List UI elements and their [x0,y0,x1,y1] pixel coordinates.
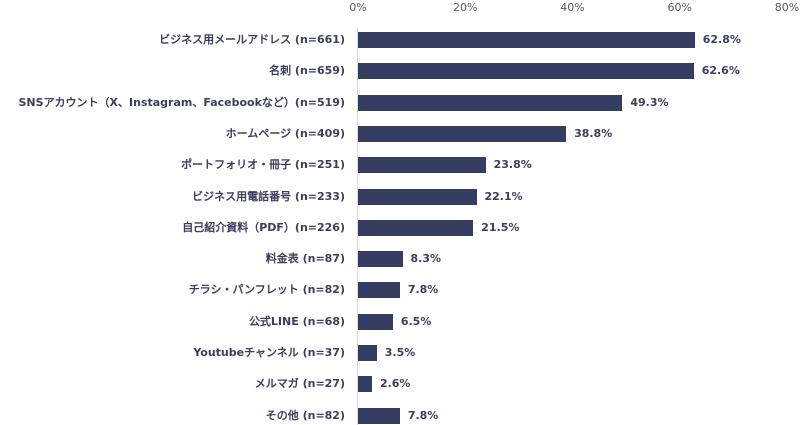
category-label: SNSアカウント（X、Instagram、Facebookなど）(n=519) [18,95,345,109]
bar [358,63,694,80]
value-label: 49.3% [630,95,669,109]
category-label: 名刺 (n=659) [269,64,345,78]
x-tick-label: 80% [774,1,800,14]
bar-row: Youtubeチャンネル (n=37) 3.5% [0,345,800,361]
value-label: 6.5% [400,314,432,328]
bar-row: メルマガ (n=27) 2.6% [0,376,800,393]
value-label: 23.8% [493,158,532,172]
category-label: ホームページ (n=409) [225,126,345,140]
bar-row: ポートフォリオ・冊子 (n=251) 23.8% [0,157,800,174]
x-tick-label: 0% [349,1,367,14]
bar [358,251,403,268]
category-label: その他 (n=82) [265,408,345,422]
y-axis-line [357,28,358,425]
category-label: 料金表 (n=87) [265,252,345,266]
value-label: 38.8% [574,126,613,140]
bar [358,188,477,205]
bar-row: ビジネス用電話番号 (n=233) 22.1% [0,188,800,205]
bar [358,407,400,424]
bar-row: 料金表 (n=87) 8.3% [0,251,800,268]
bar-row: その他 (n=82) 7.8% [0,407,800,424]
bar [358,125,567,142]
bar-row: 自己紹介資料（PDF）(n=226) 21.5% [0,219,800,236]
bar [358,282,400,299]
category-label: ビジネス用メールアドレス (n=661) [159,33,345,46]
x-tick-label: 60% [667,1,692,14]
value-label: 2.6% [379,377,411,391]
bar-row: ビジネス用メールアドレス (n=661) 62.8% [0,32,800,48]
category-label: 公式LINE (n=68) [248,314,345,328]
value-label: 62.6% [701,64,740,78]
category-label: 自己紹介資料（PDF）(n=226) [182,220,345,234]
value-label: 8.3% [410,252,442,266]
category-label: メルマガ (n=27) [254,377,345,391]
bar [358,32,695,48]
value-label: 62.8% [702,33,741,46]
category-label: チラシ・パンフレット (n=82) [188,283,345,297]
bar [358,219,474,236]
bar [358,345,377,361]
bar [358,94,623,111]
bar [358,313,393,330]
bar-row: 名刺 (n=659) 62.6% [0,63,800,80]
x-tick-label: 40% [560,1,585,14]
category-label: ポートフォリオ・冊子 (n=251) [181,158,345,172]
value-label: 22.1% [484,189,523,203]
value-label: 7.8% [407,283,439,297]
value-label: 7.8% [407,408,439,422]
bar [358,376,372,393]
bar [358,157,486,174]
category-label: Youtubeチャンネル (n=37) [193,346,345,359]
value-label: 3.5% [384,346,416,359]
x-tick-label: 20% [453,1,478,14]
bar-row: ホームページ (n=409) 38.8% [0,125,800,142]
bar-row: SNSアカウント（X、Instagram、Facebookなど）(n=519) 4… [0,94,800,111]
bar-row: 公式LINE (n=68) 6.5% [0,313,800,330]
category-label: ビジネス用電話番号 (n=233) [192,189,345,203]
bar-row: チラシ・パンフレット (n=82) 7.8% [0,282,800,299]
value-label: 21.5% [481,220,520,234]
